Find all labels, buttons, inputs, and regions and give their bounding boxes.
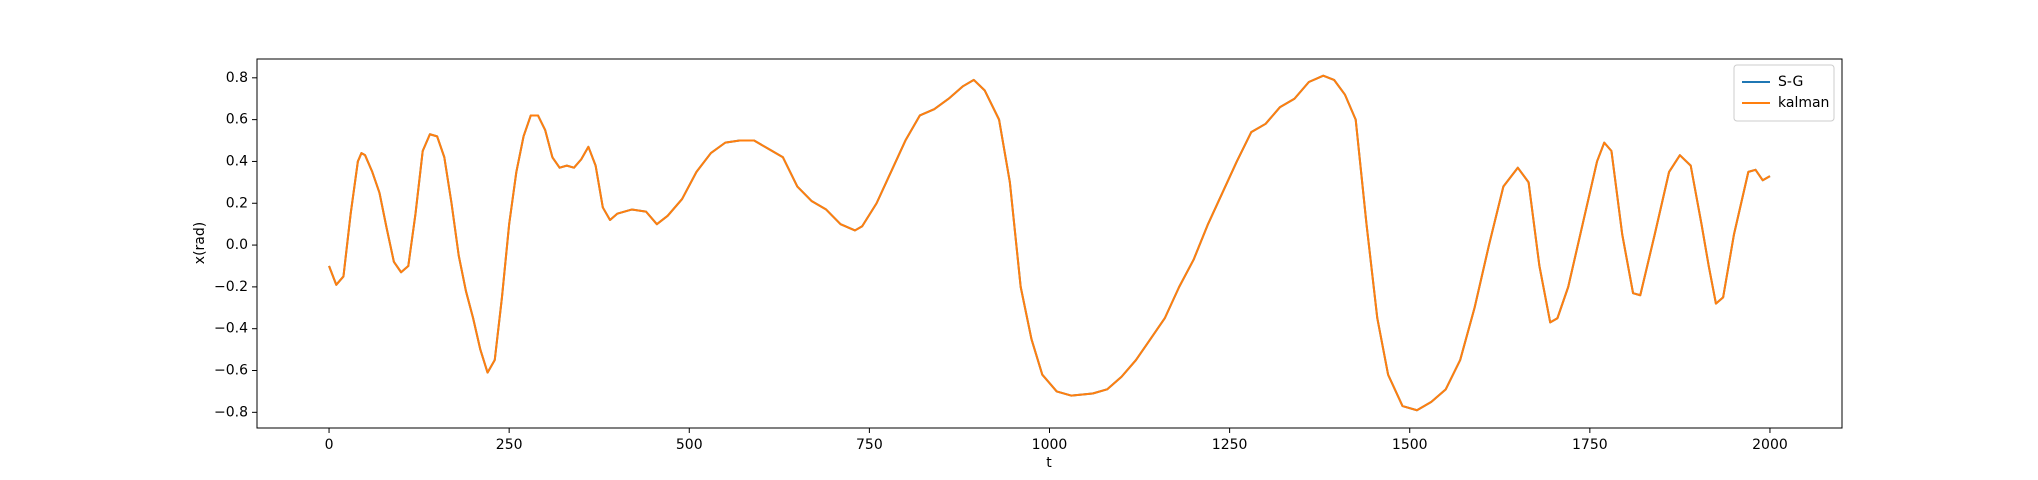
legend-box: [1733, 64, 1835, 122]
x-tick-label: 2000: [1752, 437, 1788, 453]
x-axis-label: t: [1046, 455, 1052, 471]
x-tick-label: 0: [325, 437, 334, 453]
x-tick-label: 1000: [1032, 437, 1068, 453]
x-tick-label: 750: [856, 437, 883, 453]
y-axis-label: x(rad): [192, 222, 208, 264]
y-tick-label: −0.6: [214, 363, 248, 379]
plot-frame: [256, 58, 1843, 429]
y-tick-label: 0.8: [226, 70, 248, 86]
x-tick-label: 1750: [1572, 437, 1608, 453]
x-tick-label: 1250: [1212, 437, 1248, 453]
y-tick-label: −0.8: [214, 404, 248, 420]
x-tick-label: 1500: [1392, 437, 1428, 453]
y-tick-label: −0.4: [214, 321, 248, 337]
y-tick-label: 0.4: [226, 153, 248, 169]
line-series: [328, 74, 1771, 412]
legend-label: kalman: [1778, 95, 1829, 111]
x-tick-label: 500: [676, 437, 703, 453]
y-tick-label: 0.6: [226, 112, 248, 128]
legend-label: S-G: [1778, 74, 1803, 90]
y-tick-label: 0.0: [226, 237, 248, 253]
y-tick-label: 0.2: [226, 195, 248, 211]
x-tick-label: 250: [496, 437, 523, 453]
y-tick-label: −0.2: [214, 279, 248, 295]
